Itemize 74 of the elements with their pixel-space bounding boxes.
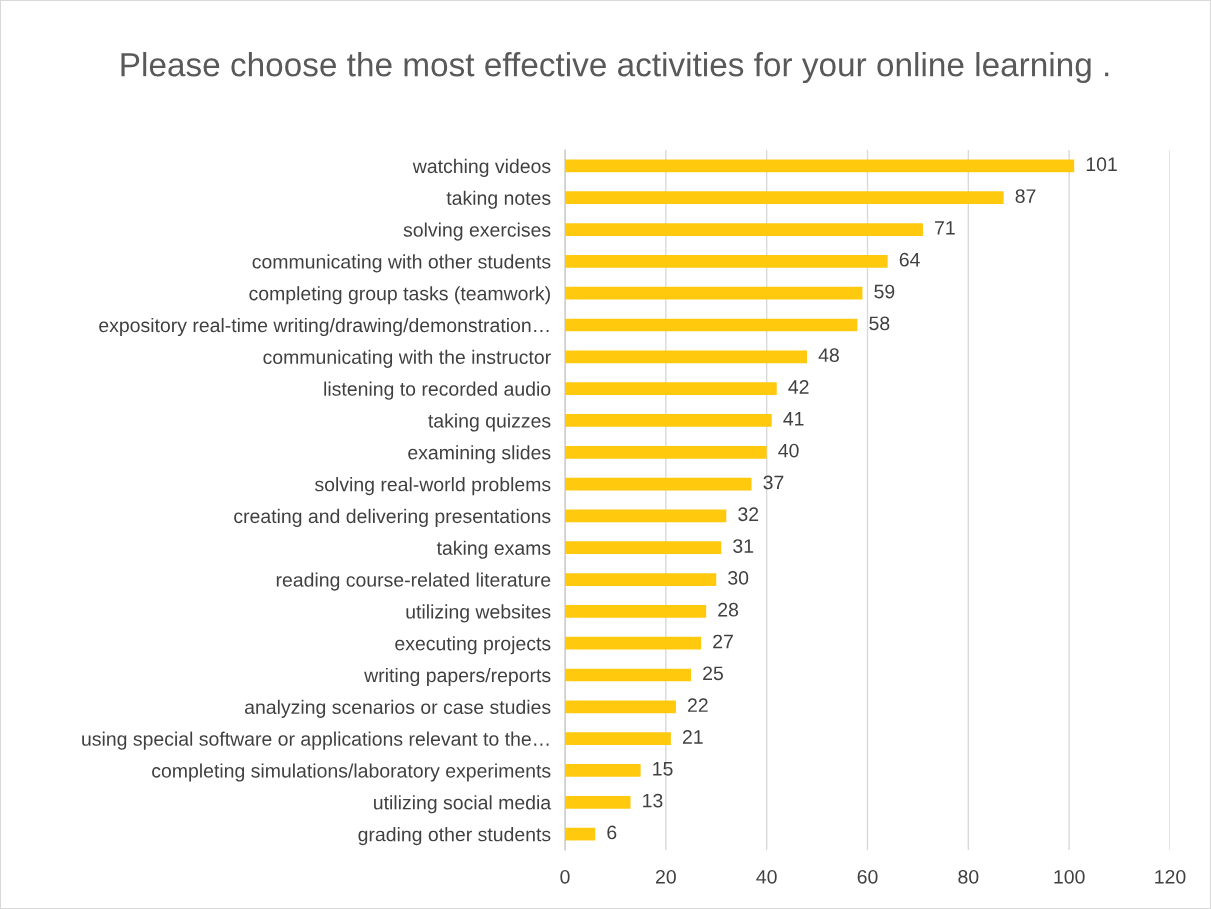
data-label: 6 [607,825,617,840]
data-label: 71 [935,221,955,235]
data-label: 41 [783,412,804,426]
bar [565,700,676,714]
bar [565,732,671,745]
bar [565,159,1075,173]
bar [565,286,863,300]
y-tick-label: writing papers/reports [364,667,551,687]
bar [565,445,767,459]
y-tick-label: expository real-time writing/drawing/demonstration… [99,317,549,337]
y-tick-label: taking exams [436,540,551,559]
bar [565,477,752,491]
y-tick-label: communicating with other students [252,254,551,273]
bar [565,191,1004,205]
data-label: 87 [1015,189,1036,203]
bar [565,573,717,586]
y-tick-label: completing simulations/laboratory experiments [152,763,551,782]
bar [565,605,707,618]
bar [565,668,692,682]
bar [565,827,596,841]
data-label: 13 [643,793,663,808]
x-tick-label: 120 [1155,869,1186,884]
data-label: 22 [688,698,708,712]
y-tick-label: reading course-related literature [276,572,551,591]
y-tick-label: solving real-world problems [315,477,551,496]
data-label: 64 [899,252,920,267]
y-tick-label: grading other students [358,827,551,846]
bar [565,382,777,395]
y-tick-label: executing projects [395,636,551,655]
y-tick-label: analyzing scenarios or case studies [245,699,551,718]
data-label: 25 [703,666,723,681]
data-label: 48 [818,348,839,363]
x-tick-label: 40 [756,869,777,884]
data-label: 40 [778,443,799,458]
bar [565,350,807,364]
x-tick-label: 100 [1054,869,1085,884]
y-tick-label: utilizing social media [374,795,552,814]
bar [565,255,888,268]
y-tick-label: taking notes [446,190,551,209]
data-label: 27 [713,634,733,649]
x-tick-label: 80 [958,869,979,884]
y-tick-label: communicating with the instructor [263,349,551,368]
data-label: 32 [738,507,759,522]
y-tick-label: solving exercises [403,222,551,241]
x-tick-label: 60 [857,869,878,884]
data-label: 101 [1086,157,1117,172]
y-tick-label: using special software or applications relevant to the… [82,731,549,750]
data-label: 15 [653,762,673,776]
bar [565,509,727,523]
bar [565,223,923,236]
y-tick-label: listening to recorded audio [324,381,551,400]
data-label: 28 [718,602,739,617]
chart-title: Please choose the most effective activities for your online learning . [121,52,1109,84]
data-label: 31 [733,539,754,553]
data-label: 37 [763,475,784,490]
y-tick-label: completing group tasks (teamwork) [249,286,550,305]
y-tick-label: examining slides [408,445,551,464]
y-tick-label: utilizing websites [406,604,551,623]
bar [565,414,772,427]
bar [565,318,858,332]
data-label: 30 [728,571,749,585]
bar [565,541,722,555]
y-tick-label: creating and delivering presentations [234,508,551,527]
data-label: 59 [874,284,895,299]
data-label: 42 [788,380,809,394]
y-tick-label: taking quizzes [428,413,551,432]
bar [565,795,631,809]
data-label: 21 [682,730,703,744]
data-label: 58 [869,316,890,331]
x-tick-label: 20 [656,869,676,884]
x-tick-label: 0 [560,869,570,884]
bar [565,636,702,650]
y-tick-label: watching videos [412,158,551,177]
bar [565,764,641,777]
